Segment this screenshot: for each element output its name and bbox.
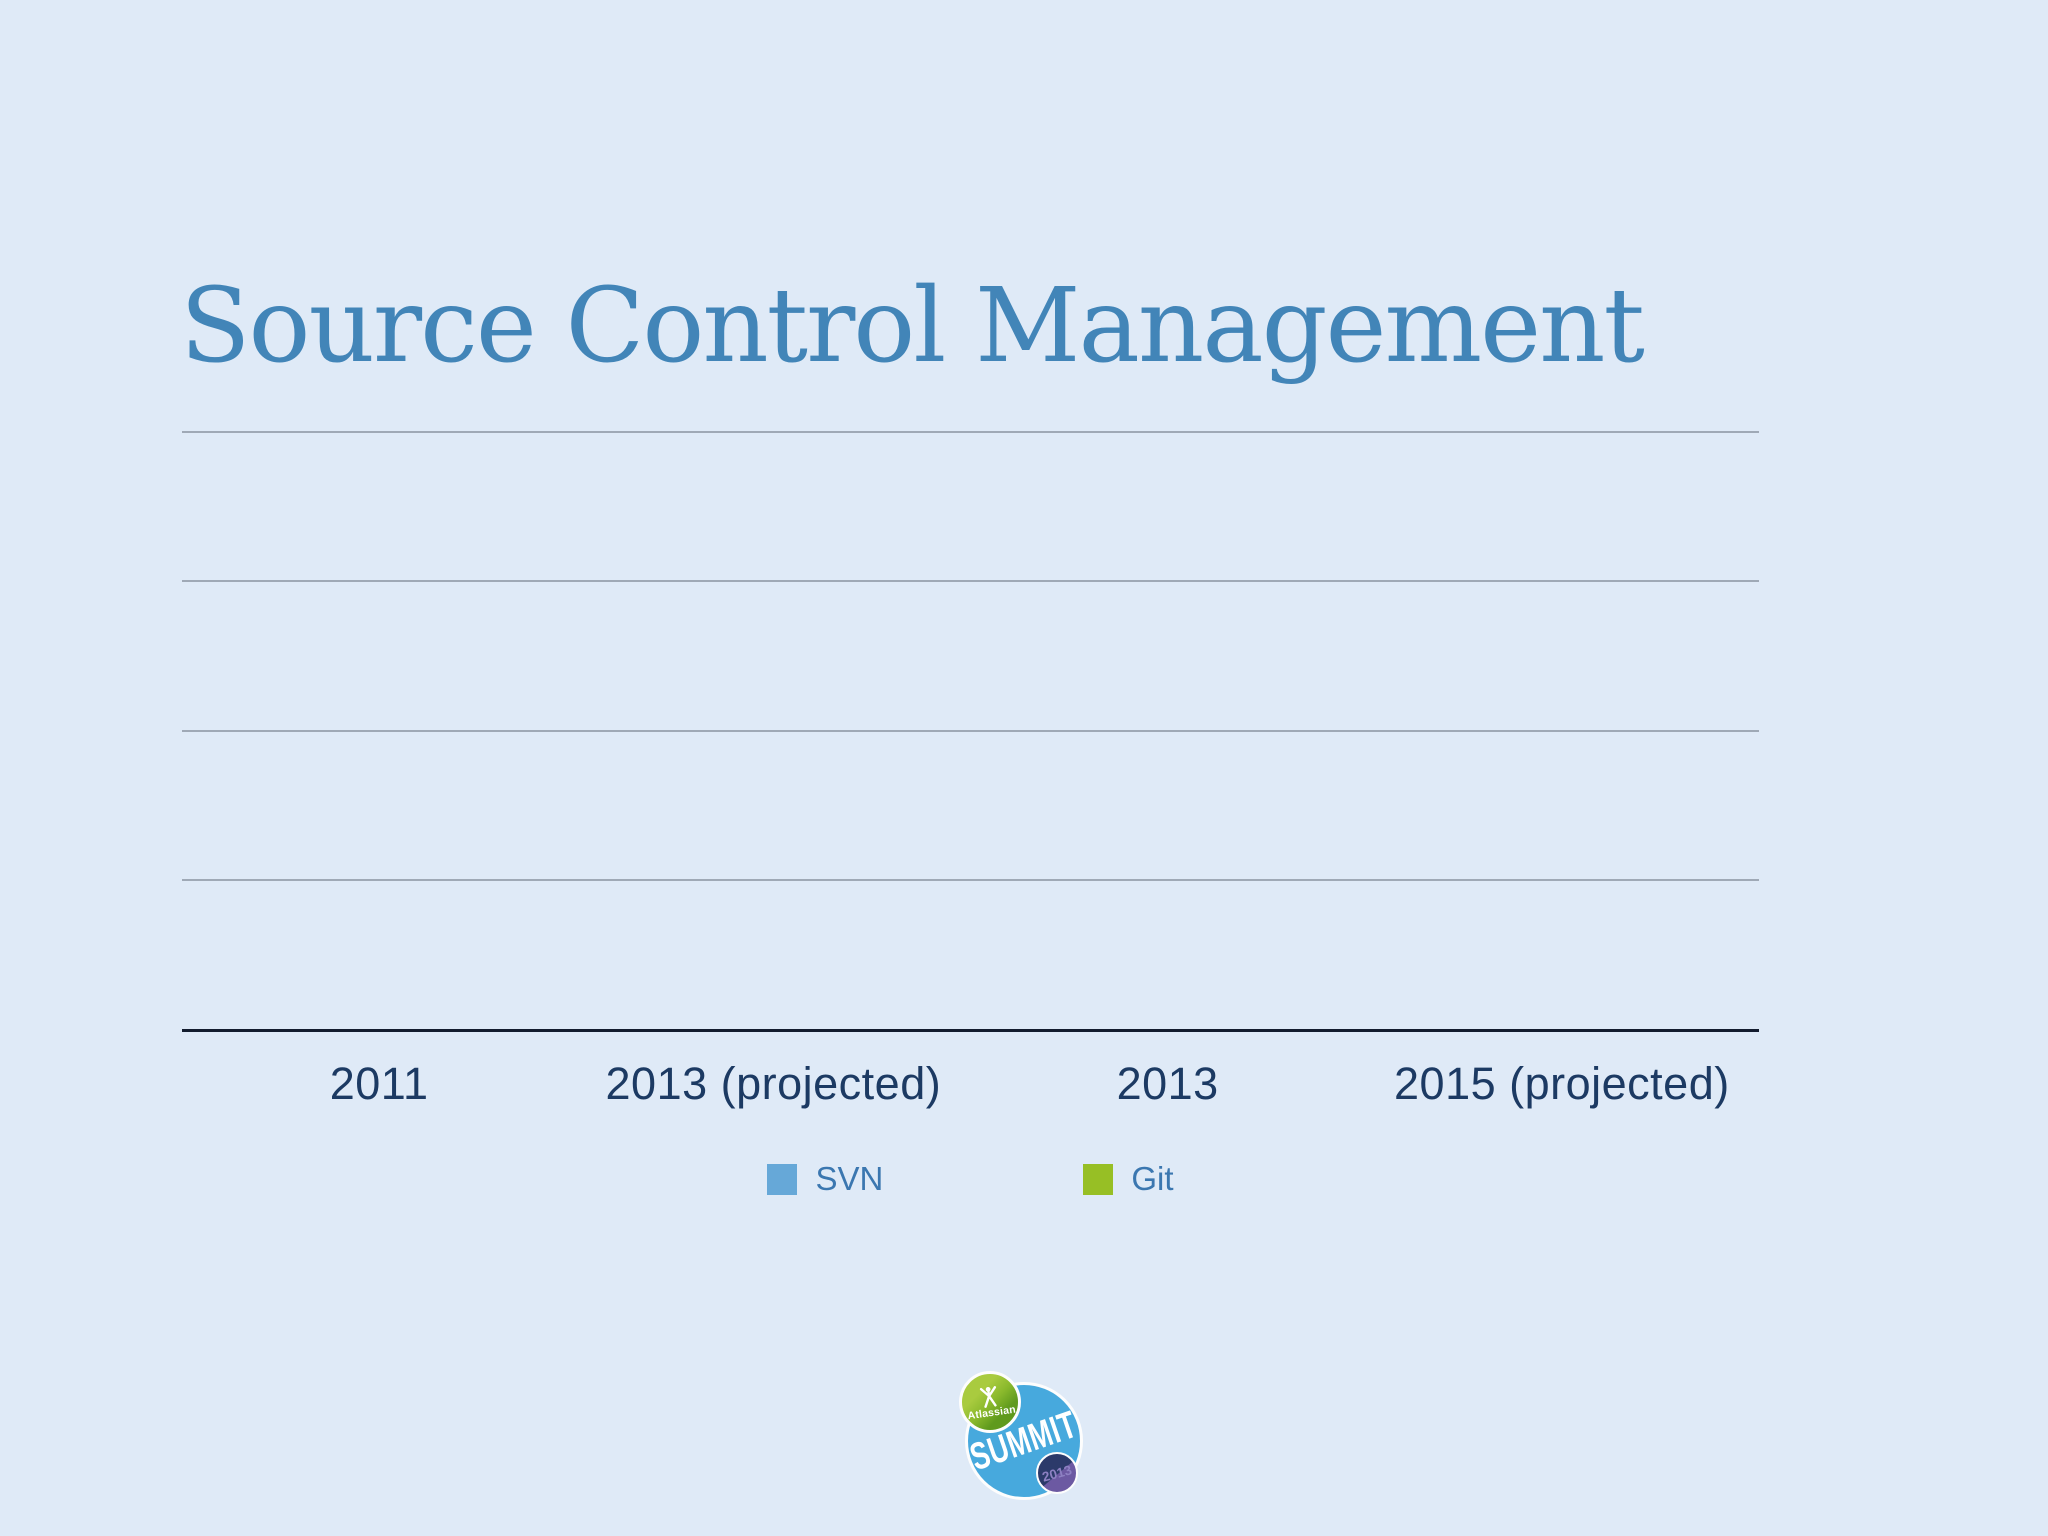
chart-legend: SVN Git — [182, 1160, 1759, 1198]
summit-year-circle: 2013 — [1036, 1452, 1078, 1494]
x-axis-label-2011: 2011 — [329, 1058, 429, 1109]
legend-label-svn: SVN — [815, 1160, 884, 1197]
legend-item-git: Git — [1083, 1160, 1174, 1198]
svn-color-swatch — [767, 1163, 798, 1195]
atlassian-figure-icon — [979, 1385, 997, 1408]
atlassian-mark: Atlassian — [964, 1382, 1017, 1422]
bar-chart-plot-area — [182, 431, 1759, 1032]
x-axis-label-2013: 2013 — [1116, 1058, 1219, 1109]
atlassian-brand-label: Atlassian — [966, 1403, 1017, 1422]
x-axis-labels: 2011 2013 (projected) 2013 2015 (project… — [182, 1058, 1759, 1110]
git-color-swatch — [1083, 1163, 1114, 1195]
gridline — [182, 580, 1759, 582]
legend-item-svn: SVN — [767, 1160, 883, 1198]
gridline — [182, 431, 1759, 433]
gridline — [182, 730, 1759, 732]
summit-year-label: 2013 — [1040, 1461, 1074, 1485]
slide-title: Source Control Management — [180, 266, 1645, 386]
atlassian-green-circle: Atlassian — [959, 1371, 1021, 1433]
x-axis-label-2013-projected: 2013 (projected) — [605, 1058, 942, 1109]
legend-label-git: Git — [1131, 1160, 1174, 1197]
atlassian-summit-logo: SUMMIT Atlassian 2013 — [955, 1366, 1100, 1511]
gridline — [182, 879, 1759, 881]
x-axis-label-2015-projected: 2015 (projected) — [1394, 1058, 1730, 1109]
